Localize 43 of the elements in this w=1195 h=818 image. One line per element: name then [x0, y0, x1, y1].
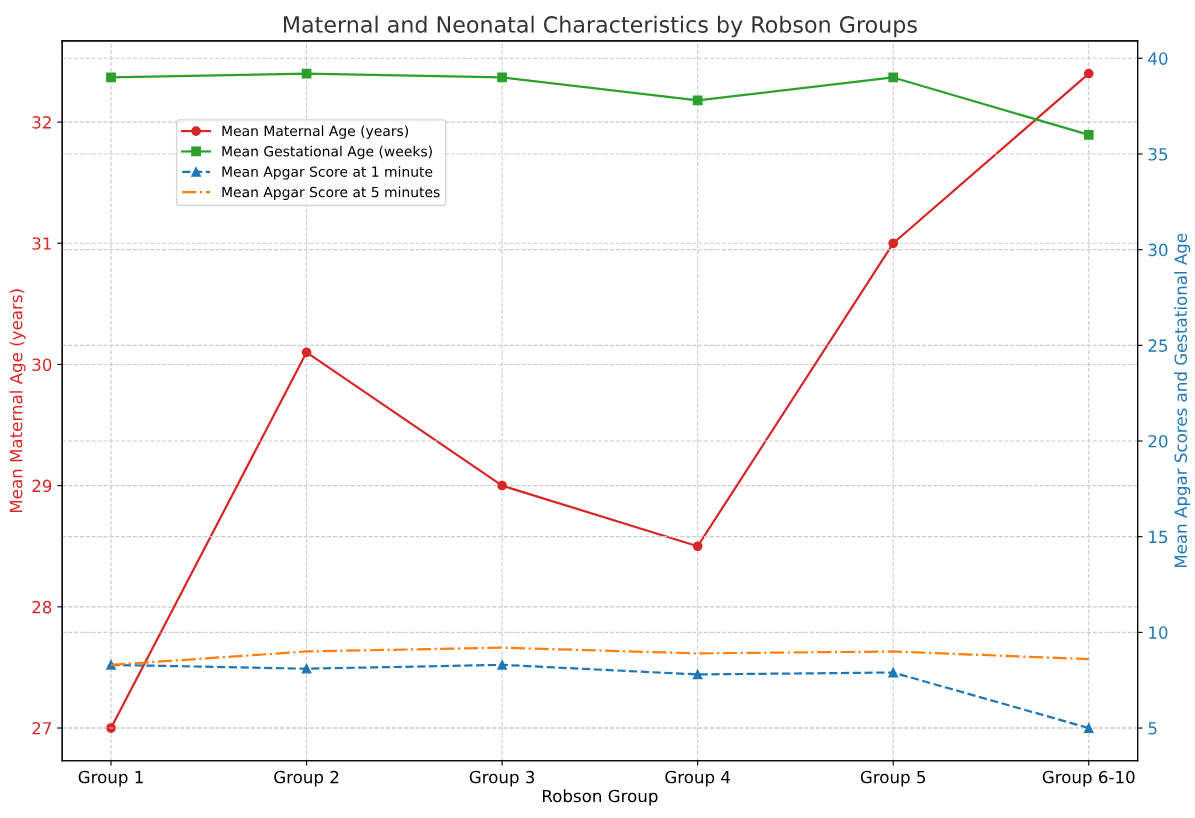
y-tick-label: 30 — [32, 358, 52, 372]
y2-tick-label: 15 — [1149, 530, 1168, 544]
point — [1083, 129, 1094, 140]
point — [301, 663, 312, 674]
x-tick-label: Group 4 — [665, 770, 731, 787]
point — [692, 95, 703, 106]
point — [497, 480, 507, 491]
y2-tick-label: 40 — [1148, 52, 1168, 65]
chart-title: Maternal and Neonatal Characteristics by Robson Groups — [284, 15, 917, 38]
y-tick-label: 28 — [32, 600, 52, 614]
y2-tick-label: 20 — [1148, 434, 1168, 448]
x-tick-label: Group 3 — [469, 770, 535, 787]
y2-tick-label: 30 — [1148, 243, 1168, 257]
y2-tick-label: 10 — [1149, 626, 1168, 639]
y-tick-label: 32 — [32, 116, 51, 129]
point — [497, 660, 507, 670]
y-tick-label: 27 — [32, 721, 51, 735]
legend-label: Mean Gestational Age (weeks) — [222, 145, 432, 160]
y2-tick-label: 25 — [1148, 339, 1168, 352]
y-axis-title: Mean Maternal Age (years) — [9, 289, 26, 513]
point — [1083, 68, 1094, 79]
legend-label: Mean Apgar Score at 5 minutes — [222, 186, 440, 200]
x-tick-label: Group 6-10 — [1042, 770, 1135, 787]
legend-label: Mean Maternal Age (years) — [222, 125, 409, 139]
legend-label: Mean Apgar Score at 1 minute — [222, 166, 433, 180]
x-tick-label: Group 5 — [860, 770, 926, 787]
x-tick-label: Group 2 — [274, 770, 339, 787]
y2-axis-title: Mean Apgar Scores and Gestational Age — [1174, 233, 1191, 568]
y-tick-label: 29 — [32, 479, 52, 493]
y2-tick-label: 5 — [1148, 722, 1157, 735]
y2-tick-label: 35 — [1148, 147, 1168, 161]
point — [692, 669, 703, 680]
x-axis-title: Robson Group — [542, 789, 658, 806]
point — [301, 347, 312, 358]
point — [888, 72, 899, 83]
y-tick-label: 31 — [32, 237, 51, 250]
point — [692, 541, 703, 552]
x-tick-label: Group 1 — [78, 770, 143, 787]
point — [888, 238, 899, 249]
point — [106, 72, 116, 83]
point — [1083, 723, 1094, 733]
point — [888, 667, 899, 678]
point — [497, 72, 507, 83]
